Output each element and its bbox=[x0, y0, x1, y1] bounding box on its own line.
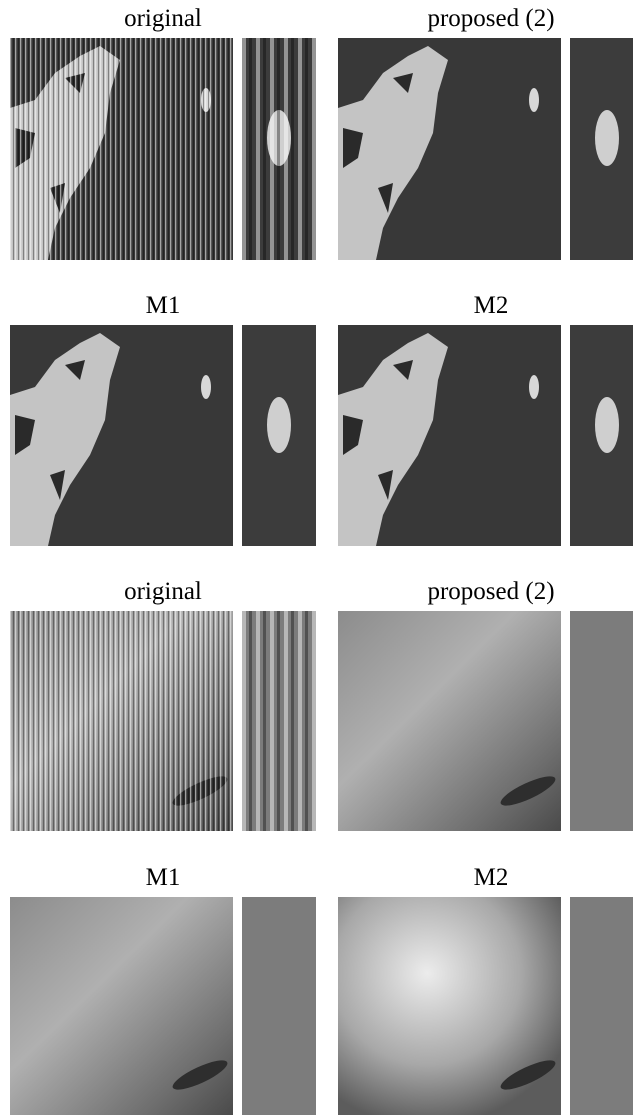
zoom-bg bbox=[570, 897, 633, 1115]
panel-title: M2 bbox=[474, 864, 509, 891]
stripe-noise bbox=[10, 38, 233, 260]
stripe-noise bbox=[10, 611, 233, 831]
zoom-image bbox=[570, 611, 633, 831]
island bbox=[201, 375, 211, 399]
panel-title: M1 bbox=[146, 864, 181, 891]
panel: proposed (2) bbox=[338, 578, 633, 831]
main-image bbox=[338, 325, 561, 546]
main-image bbox=[338, 611, 561, 831]
panel: M2 bbox=[338, 864, 633, 1115]
zoom-bg bbox=[242, 897, 316, 1115]
panel-title: proposed (2) bbox=[427, 5, 554, 32]
panel-title: proposed (2) bbox=[427, 578, 554, 605]
panel-title: M1 bbox=[146, 292, 181, 319]
panel: M1 bbox=[10, 292, 316, 546]
panel-title: original bbox=[124, 578, 202, 605]
zoom-island bbox=[595, 110, 619, 166]
main-image bbox=[10, 38, 233, 260]
island bbox=[529, 88, 539, 112]
main-image bbox=[338, 897, 561, 1115]
island bbox=[529, 375, 539, 399]
zoom-image bbox=[570, 38, 633, 260]
zoom-island bbox=[267, 397, 291, 453]
zoom-image bbox=[570, 325, 633, 546]
panel: proposed (2) bbox=[338, 5, 633, 260]
main-image bbox=[10, 897, 233, 1115]
zoom-image bbox=[242, 897, 316, 1115]
zoom-image bbox=[570, 897, 633, 1115]
zoom-image bbox=[242, 325, 316, 546]
stripe-noise bbox=[242, 611, 316, 831]
panel: M2 bbox=[338, 292, 633, 546]
zoom-image bbox=[242, 611, 316, 831]
panel: original bbox=[10, 5, 316, 260]
zoom-island bbox=[595, 397, 619, 453]
zoom-image bbox=[242, 38, 316, 260]
panel: original bbox=[10, 578, 316, 831]
panel-title: M2 bbox=[474, 292, 509, 319]
zoom-bg bbox=[570, 611, 633, 831]
figure: original proposed (2) M1 M2 original proposed… bbox=[0, 0, 633, 1115]
panel: M1 bbox=[10, 864, 316, 1115]
main-image bbox=[10, 325, 233, 546]
panel-title: original bbox=[124, 5, 202, 32]
main-image bbox=[10, 611, 233, 831]
main-image bbox=[338, 38, 561, 260]
stripe-noise bbox=[242, 38, 316, 260]
